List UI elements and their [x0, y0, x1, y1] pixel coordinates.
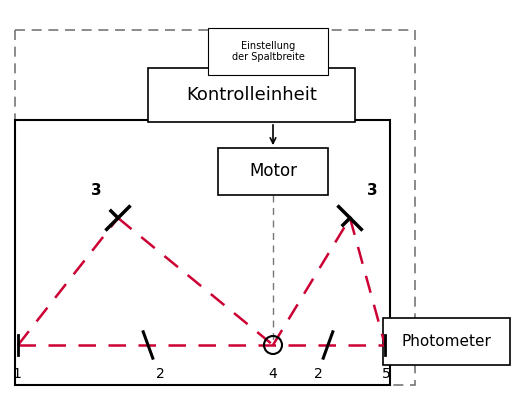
Text: 1: 1 [12, 367, 22, 381]
Text: Motor: Motor [249, 162, 297, 180]
Text: 5: 5 [382, 367, 390, 381]
Text: 4: 4 [269, 367, 278, 381]
Text: Photometer: Photometer [402, 334, 491, 349]
Text: 3: 3 [367, 183, 377, 198]
Text: 3: 3 [91, 183, 101, 198]
Bar [148, 68, 355, 122]
Bar [383, 318, 510, 365]
Text: Kontrolleinheit: Kontrolleinheit [186, 86, 317, 104]
Bar [218, 148, 328, 195]
Text: 2: 2 [314, 367, 322, 381]
Bar [208, 28, 328, 75]
Text: 2: 2 [156, 367, 164, 381]
Bar [15, 120, 390, 385]
Text: Einstellung
der Spaltbreite: Einstellung der Spaltbreite [232, 41, 304, 62]
Bar [15, 30, 415, 385]
